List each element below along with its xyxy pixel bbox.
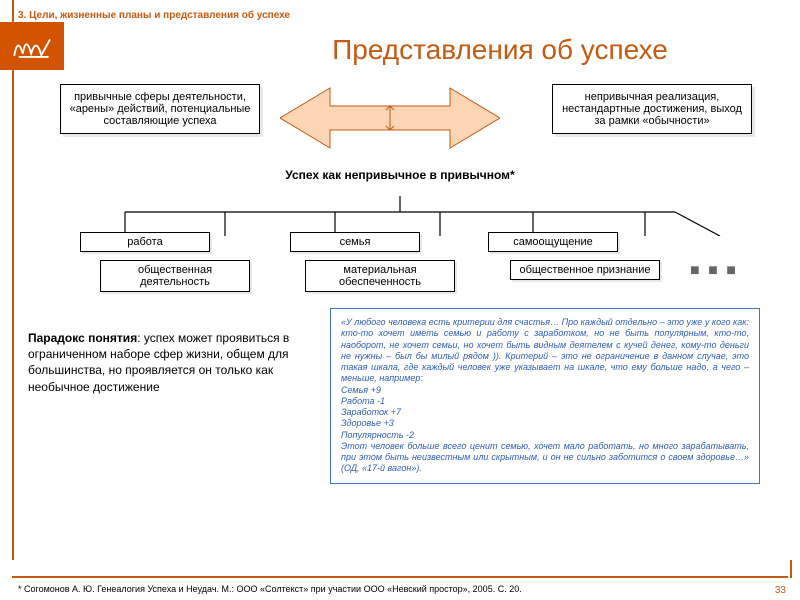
quote-block: «У любого человека есть критерии для сча…	[330, 308, 760, 484]
chapter-text: 3. Цели, жизненные планы и представления…	[18, 10, 290, 21]
page-number: 33	[775, 585, 786, 596]
category-box: материальная обеспеченность	[305, 260, 455, 292]
quote-value: Заработок +7	[341, 407, 749, 418]
frame-line-bottom	[12, 576, 788, 578]
category-box: самоощущение	[488, 232, 618, 252]
left-definition-box: привычные сферы деятельности, «арены» де…	[60, 84, 260, 134]
quote-value: Семья +9	[341, 385, 749, 396]
tree-connector	[60, 196, 740, 236]
paradox-lead: Парадокс понятия	[28, 331, 137, 345]
quote-value: Работа -1	[341, 396, 749, 407]
category-box: общественная деятельность	[100, 260, 250, 292]
quote-body-1: «У любого человека есть критерии для сча…	[341, 317, 749, 385]
right-definition-box: непривычная реализация, нестандартные до…	[552, 84, 752, 134]
category-box: работа	[80, 232, 210, 252]
quote-value: Здоровье +3	[341, 418, 749, 429]
quote-value: Популярность -2	[341, 430, 749, 441]
category-box: общественное признание	[510, 260, 660, 280]
page-title: Представления об успехе	[0, 34, 800, 66]
frame-line-left	[12, 0, 14, 560]
footnote: * Согомонов А. Ю. Генеалогия Успеха и Не…	[18, 584, 522, 594]
quote-values: Семья +9 Работа -1 Заработок +7 Здоровье…	[341, 385, 749, 441]
category-box: семья	[290, 232, 420, 252]
bidirectional-arrow	[280, 78, 500, 158]
frame-line-right	[790, 560, 792, 578]
quote-body-2: Этот человек больше всего ценит семью, х…	[341, 441, 749, 475]
arrow-icon	[280, 78, 500, 158]
center-thesis: Успех как непривычное в привычном*	[0, 168, 800, 182]
ellipsis-dots: ■ ■ ■	[690, 262, 738, 280]
paradox-text: Парадокс понятия: успех может проявиться…	[28, 330, 308, 395]
chapter-label: 3. Цели, жизненные планы и представления…	[18, 5, 790, 23]
